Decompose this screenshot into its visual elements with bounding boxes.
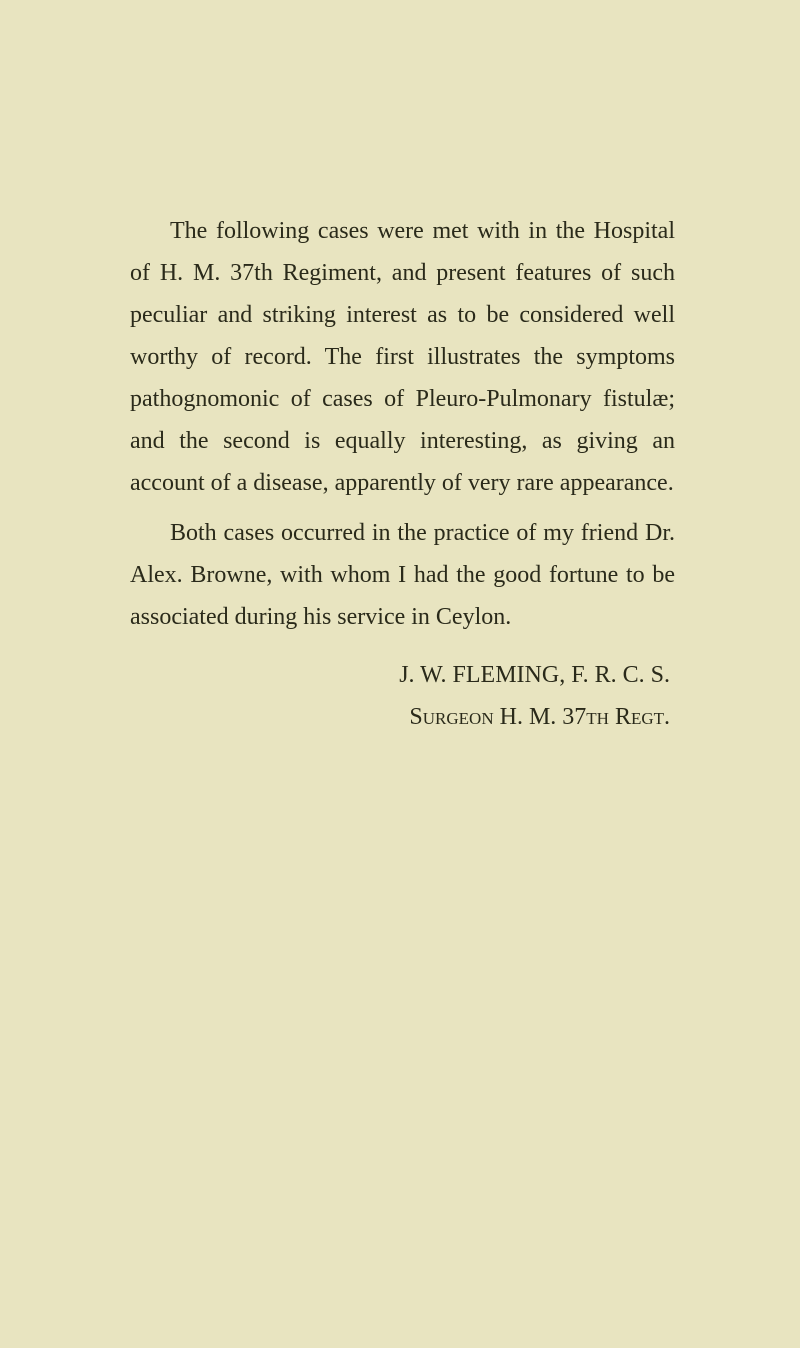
document-body: The following cases were met with in the…: [130, 210, 675, 738]
author-title: Surgeon H. M. 37th Regt.: [130, 696, 675, 738]
paragraph-2: Both cases occurred in the practice of m…: [130, 512, 675, 638]
title-prefix: Surgeon: [409, 704, 493, 730]
author-signature: J. W. FLEMING, F. R. C. S.: [130, 654, 675, 696]
paragraph-1: The following cases were met with in the…: [130, 210, 675, 504]
title-rest-text: H. M. 37th Regt.: [500, 704, 670, 730]
